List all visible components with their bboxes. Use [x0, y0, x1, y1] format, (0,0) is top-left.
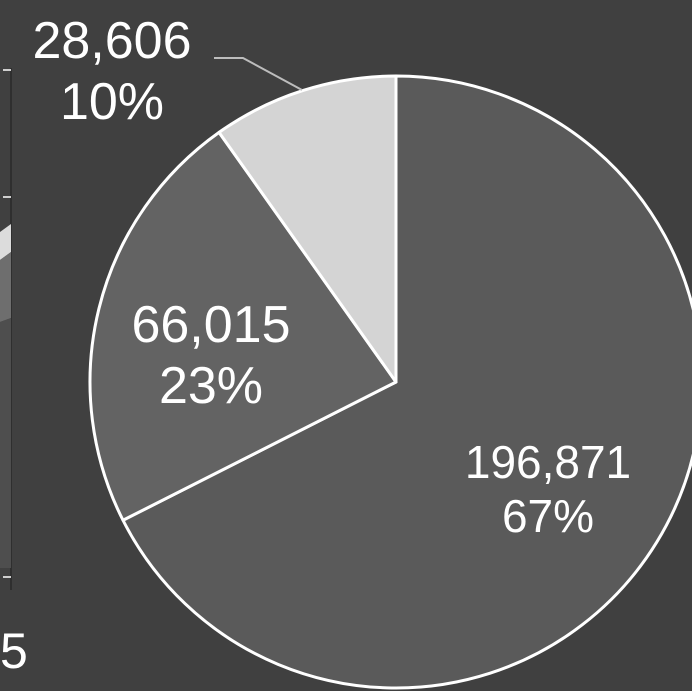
slice-value-label: 196,871 [465, 436, 631, 488]
slice-value-label: 28,606 [32, 12, 191, 70]
pie-slice [217, 74, 398, 384]
slice-percent-label: 23% [159, 357, 263, 415]
fragment-slice-dark [0, 318, 11, 568]
slice-percent-label: 10% [60, 73, 164, 131]
leader-line [214, 57, 303, 91]
fragment-label: 5 [0, 623, 28, 679]
slice-value-label: 66,015 [131, 296, 290, 354]
fragment-slice-light [0, 224, 11, 260]
left-chart-fragment: 5 [0, 68, 28, 679]
pie-slices [88, 74, 692, 690]
fragment-slice-mid [0, 252, 11, 322]
slice-percent-label: 67% [502, 490, 594, 542]
pie-slice [88, 130, 398, 522]
pie-slice [121, 74, 692, 690]
